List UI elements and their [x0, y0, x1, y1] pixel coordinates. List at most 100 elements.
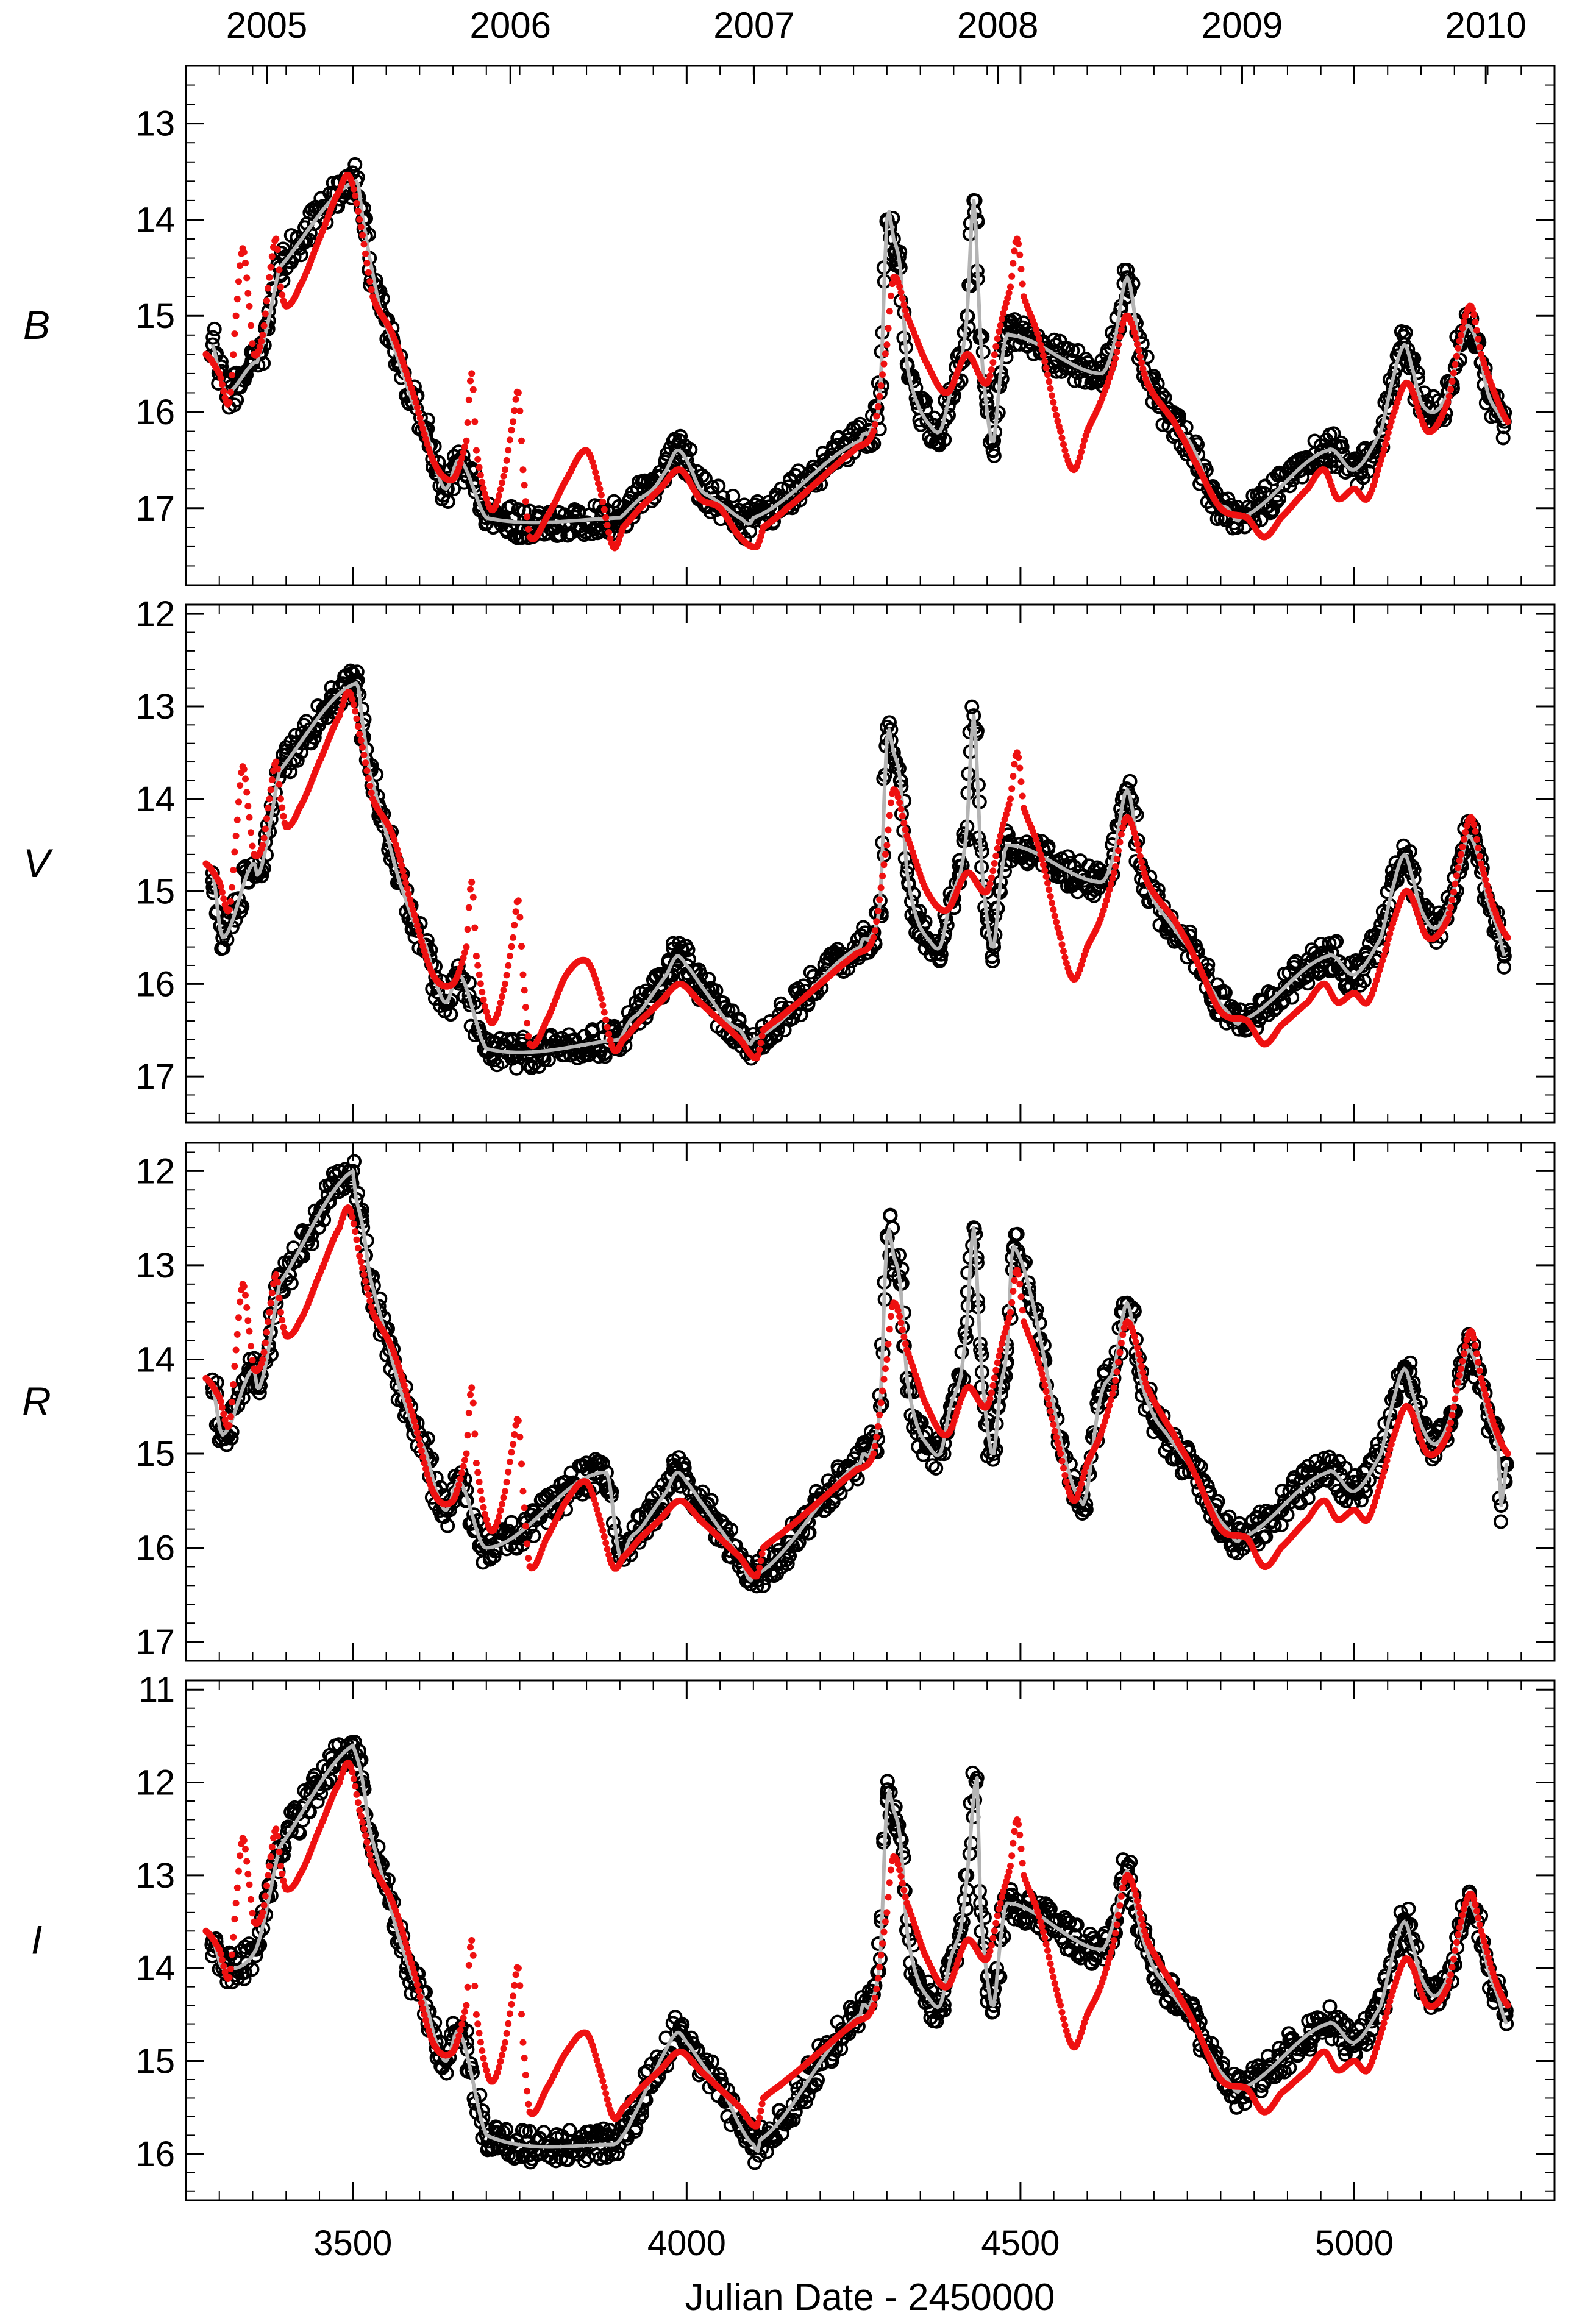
- observed-point-b: [918, 394, 933, 409]
- model-point-b: [1042, 364, 1050, 372]
- model-point-v: [395, 851, 402, 858]
- model-point-b: [590, 463, 597, 471]
- model-point-v: [336, 712, 343, 719]
- model-point-v: [499, 993, 505, 1000]
- model-point-b: [1005, 290, 1013, 296]
- model-point-v: [1110, 869, 1117, 876]
- model-point-v: [992, 852, 1000, 859]
- model-point-v: [1047, 893, 1054, 900]
- observed-point-b: [1272, 491, 1287, 506]
- model-point-b: [1386, 424, 1394, 430]
- model-point-v: [1455, 864, 1462, 872]
- model-point-b: [1061, 447, 1069, 454]
- y-tick-label-b: 15: [135, 296, 175, 336]
- model-point-b: [1039, 352, 1047, 359]
- model-point-v: [242, 775, 249, 783]
- model-point-b: [1112, 355, 1119, 362]
- model-point-b: [494, 497, 501, 505]
- model-point-b: [1459, 325, 1466, 332]
- observed-point-b: [586, 521, 602, 536]
- model-point-b: [413, 404, 421, 411]
- observed-point-b: [1120, 270, 1135, 285]
- model-point-b: [266, 274, 273, 281]
- observed-point-v: [252, 865, 267, 881]
- model-point-b: [1116, 333, 1124, 341]
- model-point-v: [605, 1031, 613, 1038]
- model-point-v: [354, 723, 362, 730]
- model-point-v: [880, 861, 888, 869]
- model-point-v: [1060, 948, 1067, 954]
- model-point-b: [279, 291, 286, 299]
- model-point-v: [1117, 831, 1125, 838]
- model-point-b: [1047, 385, 1054, 392]
- model-point-v: [411, 911, 418, 919]
- band-label-r: R: [22, 1379, 51, 1424]
- model-point-v: [519, 971, 527, 978]
- model-point-b: [511, 407, 518, 414]
- model-point-b: [227, 388, 234, 396]
- model-point-v: [248, 829, 255, 836]
- model-point-v: [1019, 792, 1026, 800]
- model-point-b: [1455, 344, 1462, 352]
- observed-point-v: [1284, 990, 1300, 1005]
- model-point-b: [510, 418, 517, 425]
- model-point-v: [897, 806, 905, 812]
- model-point-b: [876, 393, 883, 400]
- model-point-b: [518, 437, 525, 444]
- observed-point-v: [439, 995, 454, 1010]
- y-tick-label-v: 17: [135, 1057, 175, 1096]
- model-point-v: [502, 980, 508, 987]
- model-point-b: [1000, 310, 1007, 317]
- model-point-v: [1456, 857, 1463, 864]
- model-point-b: [229, 372, 236, 378]
- observed-point-b: [1065, 343, 1080, 358]
- model-point-b: [365, 269, 372, 276]
- y-tick-label-r: 13: [135, 1246, 175, 1285]
- model-point-b: [233, 296, 241, 303]
- model-point-b: [368, 286, 375, 293]
- observed-point-v: [646, 986, 661, 1001]
- model-point-b: [260, 322, 268, 329]
- model-point-v: [757, 1039, 764, 1047]
- model-point-b: [240, 249, 248, 256]
- model-point-b: [986, 372, 994, 380]
- model-point-b: [508, 427, 515, 434]
- observed-point-b: [207, 321, 222, 336]
- smoothed-line-v: [210, 681, 1506, 1054]
- model-point-v: [217, 883, 224, 890]
- model-point-b: [1037, 341, 1044, 349]
- model-point-b: [360, 241, 368, 248]
- model-point-v: [472, 953, 480, 960]
- model-point-b: [1113, 348, 1120, 355]
- model-point-v: [1472, 828, 1479, 835]
- year-label: 2010: [1445, 5, 1526, 46]
- model-point-v: [363, 767, 371, 775]
- model-point-v: [231, 848, 238, 856]
- model-point-b: [1053, 411, 1060, 419]
- model-point-v: [1051, 912, 1058, 920]
- model-point-v: [220, 895, 227, 903]
- observed-point-v: [680, 942, 696, 958]
- y-tick-label-v: 15: [135, 872, 175, 912]
- model-point-b: [871, 421, 878, 428]
- model-point-v: [596, 990, 604, 997]
- observed-point-b: [347, 157, 363, 172]
- model-point-v: [1042, 873, 1050, 880]
- model-point-v: [407, 896, 414, 903]
- model-point-b: [524, 513, 531, 521]
- model-point-v: [506, 952, 513, 959]
- model-point-v: [518, 943, 525, 950]
- model-point-v: [465, 904, 472, 911]
- model-point-b: [605, 529, 613, 536]
- model-point-b: [350, 185, 357, 193]
- model-point-v: [1116, 839, 1124, 846]
- model-point-v: [874, 908, 882, 915]
- model-point-v: [350, 701, 357, 708]
- model-point-b: [230, 351, 237, 358]
- model-point-v: [368, 789, 375, 797]
- observed-point-v: [307, 730, 322, 745]
- model-point-v: [458, 959, 466, 967]
- model-point-v: [1107, 881, 1114, 888]
- model-point-b: [596, 485, 604, 492]
- y-tick-label-b: 16: [135, 393, 175, 432]
